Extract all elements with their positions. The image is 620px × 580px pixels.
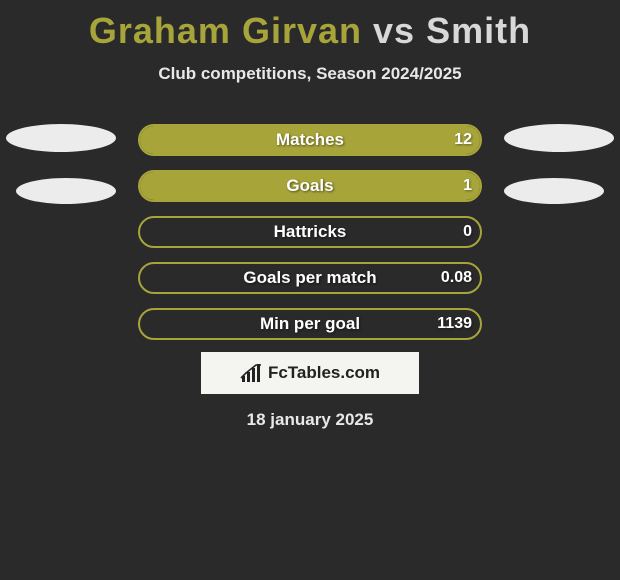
- stat-label: Hattricks: [274, 222, 347, 242]
- player2-name: Smith: [426, 10, 531, 51]
- stat-value-player2: 0.08: [441, 269, 472, 287]
- stat-bar: Matches 12: [138, 124, 482, 156]
- stat-row: Matches 12: [0, 124, 620, 156]
- stat-row: Goals 1: [0, 170, 620, 202]
- stat-label: Min per goal: [260, 314, 360, 334]
- stat-row: Min per goal 1139: [0, 308, 620, 340]
- stat-row: Hattricks 0: [0, 216, 620, 248]
- stat-value-player2: 1139: [437, 315, 472, 333]
- vs-text: vs: [373, 10, 415, 51]
- comparison-title: Graham Girvan vs Smith: [0, 0, 620, 52]
- stat-bar: Min per goal 1139: [138, 308, 482, 340]
- stat-row: Goals per match 0.08: [0, 262, 620, 294]
- stat-bar: Hattricks 0: [138, 216, 482, 248]
- stat-bar: Goals per match 0.08: [138, 262, 482, 294]
- stat-bar: Goals 1: [138, 170, 482, 202]
- stat-value-player2: 1: [463, 177, 472, 195]
- fctables-logo[interactable]: FcTables.com: [201, 352, 419, 394]
- subtitle: Club competitions, Season 2024/2025: [0, 64, 620, 84]
- stat-value-player2: 0: [463, 223, 472, 241]
- chart-icon: [240, 364, 262, 382]
- stat-label: Matches: [276, 130, 344, 150]
- stat-value-player2: 12: [454, 131, 472, 149]
- stat-label: Goals per match: [243, 268, 376, 288]
- player1-name: Graham Girvan: [89, 10, 362, 51]
- logo-text: FcTables.com: [268, 363, 380, 383]
- stats-section: Matches 12 Goals 1 Hattricks 0 Goals per match…: [0, 124, 620, 340]
- stat-label: Goals: [286, 176, 333, 196]
- footer-date: 18 january 2025: [247, 410, 374, 430]
